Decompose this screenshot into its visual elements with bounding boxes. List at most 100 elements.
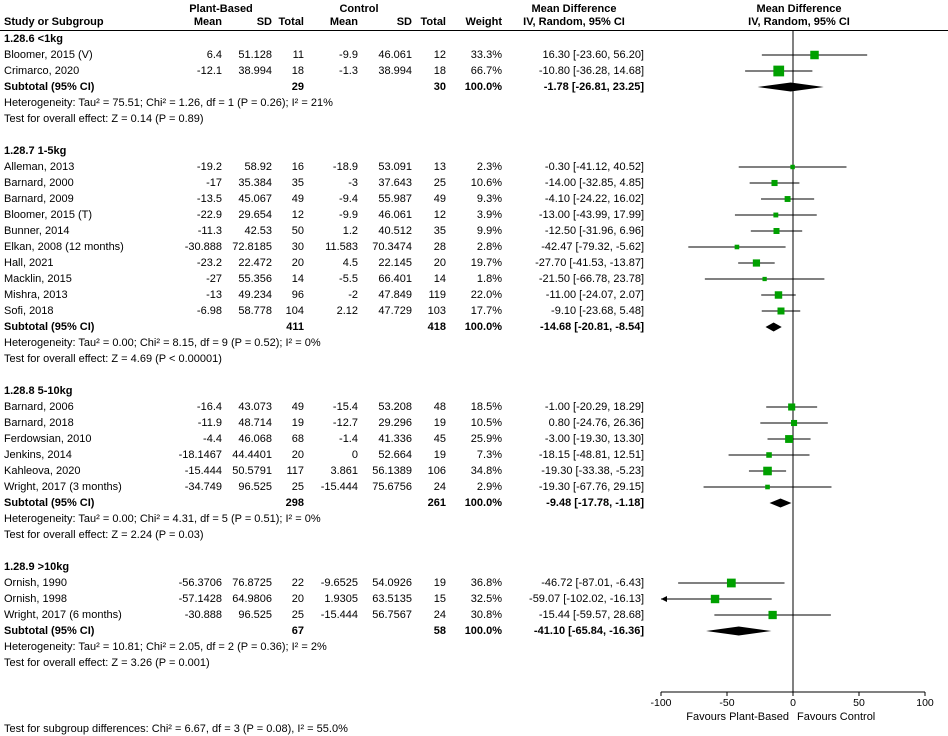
weight-value: 10.6% bbox=[470, 177, 502, 189]
plant-total: 117 bbox=[286, 465, 304, 477]
plant-mean: -30.888 bbox=[184, 241, 222, 253]
plant-total: 18 bbox=[291, 65, 304, 77]
subtotal-row: Subtotal (95% CI) 411 418 100.0% -14.68 [-20… bbox=[0, 319, 650, 335]
weight-value: 9.9% bbox=[476, 225, 502, 237]
heterogeneity-text: Heterogeneity: Tau² = 75.51; Chi² = 1.26… bbox=[4, 97, 333, 109]
control-sd: 47.849 bbox=[378, 289, 412, 301]
effect-column-title: Mean Difference bbox=[531, 3, 617, 15]
control-sd: 56.1389 bbox=[372, 465, 412, 477]
control-sd: 52.664 bbox=[378, 449, 412, 461]
control-mean-header: Mean bbox=[329, 16, 358, 28]
plant-total-header: Total bbox=[278, 16, 304, 28]
plant-sd: 46.068 bbox=[238, 433, 272, 445]
plant-mean: -15.444 bbox=[184, 465, 222, 477]
control-mean: -3 bbox=[348, 177, 358, 189]
weight-value: 30.8% bbox=[470, 609, 502, 621]
study-row: Barnard, 2000 -17 35.384 35 -3 37.643 25 10.6% -… bbox=[0, 175, 650, 191]
control-mean: 3.861 bbox=[330, 465, 358, 477]
subgroup-title: 1.28.7 1-5kg bbox=[4, 145, 67, 157]
plant-sd: 51.128 bbox=[238, 49, 272, 61]
plant-sd: 58.92 bbox=[244, 161, 272, 173]
plant-mean: -16.4 bbox=[196, 401, 222, 413]
plant-sd: 45.067 bbox=[238, 193, 272, 205]
heterogeneity-text: Heterogeneity: Tau² = 10.81; Chi² = 2.05… bbox=[4, 641, 327, 653]
heterogeneity-row: Heterogeneity: Tau² = 75.51; Chi² = 1.26… bbox=[0, 95, 650, 111]
ci-arrow-left bbox=[661, 596, 667, 602]
plant-total: 68 bbox=[291, 433, 304, 445]
ci-text: -13.00 [-43.99, 17.99] bbox=[538, 209, 644, 221]
control-total: 18 bbox=[433, 65, 446, 77]
study-name: Sofi, 2018 bbox=[4, 305, 54, 317]
study-name: Ferdowsian, 2010 bbox=[4, 433, 92, 445]
plant-sd: 43.073 bbox=[238, 401, 272, 413]
ci-text: -19.30 [-67.76, 29.15] bbox=[538, 481, 644, 493]
subtotal-weight: 100.0% bbox=[464, 321, 502, 333]
effect-square bbox=[810, 50, 819, 60]
weight-value: 19.7% bbox=[470, 257, 502, 269]
effect-square bbox=[752, 259, 761, 267]
spacer-row bbox=[0, 543, 650, 559]
weight-value: 66.7% bbox=[470, 65, 502, 77]
plant-sd: 29.654 bbox=[238, 209, 272, 221]
effect-square bbox=[790, 164, 795, 170]
ci-text: -0.30 [-41.12, 40.52] bbox=[544, 161, 644, 173]
subtotal-ci-text: -1.78 [-26.81, 23.25] bbox=[543, 81, 644, 93]
study-row: Bunner, 2014 -11.3 42.53 50 1.2 40.512 35 9.9% -… bbox=[0, 223, 650, 239]
study-row: Barnard, 2009 -13.5 45.067 49 -9.4 55.987 49 9.… bbox=[0, 191, 650, 207]
ci-text: -18.15 [-48.81, 12.51] bbox=[538, 449, 644, 461]
subgroup-difference-text: Test for subgroup differences: Chi² = 6.… bbox=[4, 723, 348, 735]
control-mean: -12.7 bbox=[332, 417, 358, 429]
subtotal-diamond bbox=[706, 626, 772, 636]
weight-value: 33.3% bbox=[470, 49, 502, 61]
subgroup-title: 1.28.6 <1kg bbox=[4, 33, 64, 45]
plant-mean: -13 bbox=[206, 289, 222, 301]
plant-total: 22 bbox=[291, 577, 304, 589]
ci-text: -10.80 [-36.28, 14.68] bbox=[538, 65, 644, 77]
study-name: Kahleova, 2020 bbox=[4, 465, 81, 477]
weight-value: 18.5% bbox=[470, 401, 502, 413]
table-body: 1.28.6 <1kg Bloomer, 2015 (V) 6.4 51.128 11 -… bbox=[0, 31, 650, 687]
plant-total: 25 bbox=[291, 609, 304, 621]
ci-text: -27.70 [-41.53, -13.87] bbox=[535, 257, 644, 269]
control-sd: 66.401 bbox=[378, 273, 412, 285]
control-total: 49 bbox=[433, 193, 446, 205]
plant-total: 104 bbox=[285, 305, 304, 317]
subtotal-row: Subtotal (95% CI) 298 261 100.0% -9.48 [-17.… bbox=[0, 495, 650, 511]
study-name: Bloomer, 2015 (V) bbox=[4, 49, 93, 61]
plant-total: 19 bbox=[291, 417, 304, 429]
spacer-row bbox=[0, 367, 650, 383]
plant-sd: 35.384 bbox=[238, 177, 272, 189]
control-total: 119 bbox=[428, 289, 446, 301]
overall-effect-row: Test for overall effect: Z = 3.26 (P = 0… bbox=[0, 655, 650, 671]
weight-value: 36.8% bbox=[470, 577, 502, 589]
study-row: Bloomer, 2015 (V) 6.4 51.128 11 -9.9 46.061 12… bbox=[0, 47, 650, 63]
plant-total: 12 bbox=[291, 209, 304, 221]
plant-sd: 50.5791 bbox=[232, 465, 272, 477]
ci-text: 16.30 [-23.60, 56.20] bbox=[542, 49, 644, 61]
effect-square bbox=[773, 228, 780, 234]
plant-total: 11 bbox=[292, 49, 304, 61]
plant-mean: -27 bbox=[206, 273, 222, 285]
tick-label: 100 bbox=[916, 697, 934, 709]
subgroup-title-row: 1.28.9 >10kg bbox=[0, 559, 650, 575]
ci-text: -42.47 [-79.32, -5.62] bbox=[541, 241, 644, 253]
subgroup-title-row: 1.28.6 <1kg bbox=[0, 31, 650, 47]
heterogeneity-row: Heterogeneity: Tau² = 10.81; Chi² = 2.05… bbox=[0, 639, 650, 655]
plant-mean: -19.2 bbox=[196, 161, 222, 173]
control-mean: -15.444 bbox=[320, 481, 358, 493]
group2-header: Control bbox=[339, 3, 379, 15]
effect-square bbox=[791, 419, 798, 427]
weight-value: 3.9% bbox=[476, 209, 502, 221]
plant-mean: -11.3 bbox=[197, 225, 222, 237]
control-mean: 2.12 bbox=[336, 305, 358, 317]
heterogeneity-text: Heterogeneity: Tau² = 0.00; Chi² = 4.31,… bbox=[4, 513, 321, 525]
plant-sd: 44.4401 bbox=[232, 449, 272, 461]
control-total: 24 bbox=[433, 481, 446, 493]
study-name: Macklin, 2015 bbox=[4, 273, 72, 285]
plot-method-header: IV, Random, 95% CI bbox=[748, 16, 850, 28]
tick-label: 50 bbox=[853, 697, 865, 709]
tick-label: -50 bbox=[719, 697, 734, 709]
study-name: Alleman, 2013 bbox=[4, 161, 75, 173]
overall-effect-text: Test for overall effect: Z = 4.69 (P < 0… bbox=[4, 353, 222, 365]
